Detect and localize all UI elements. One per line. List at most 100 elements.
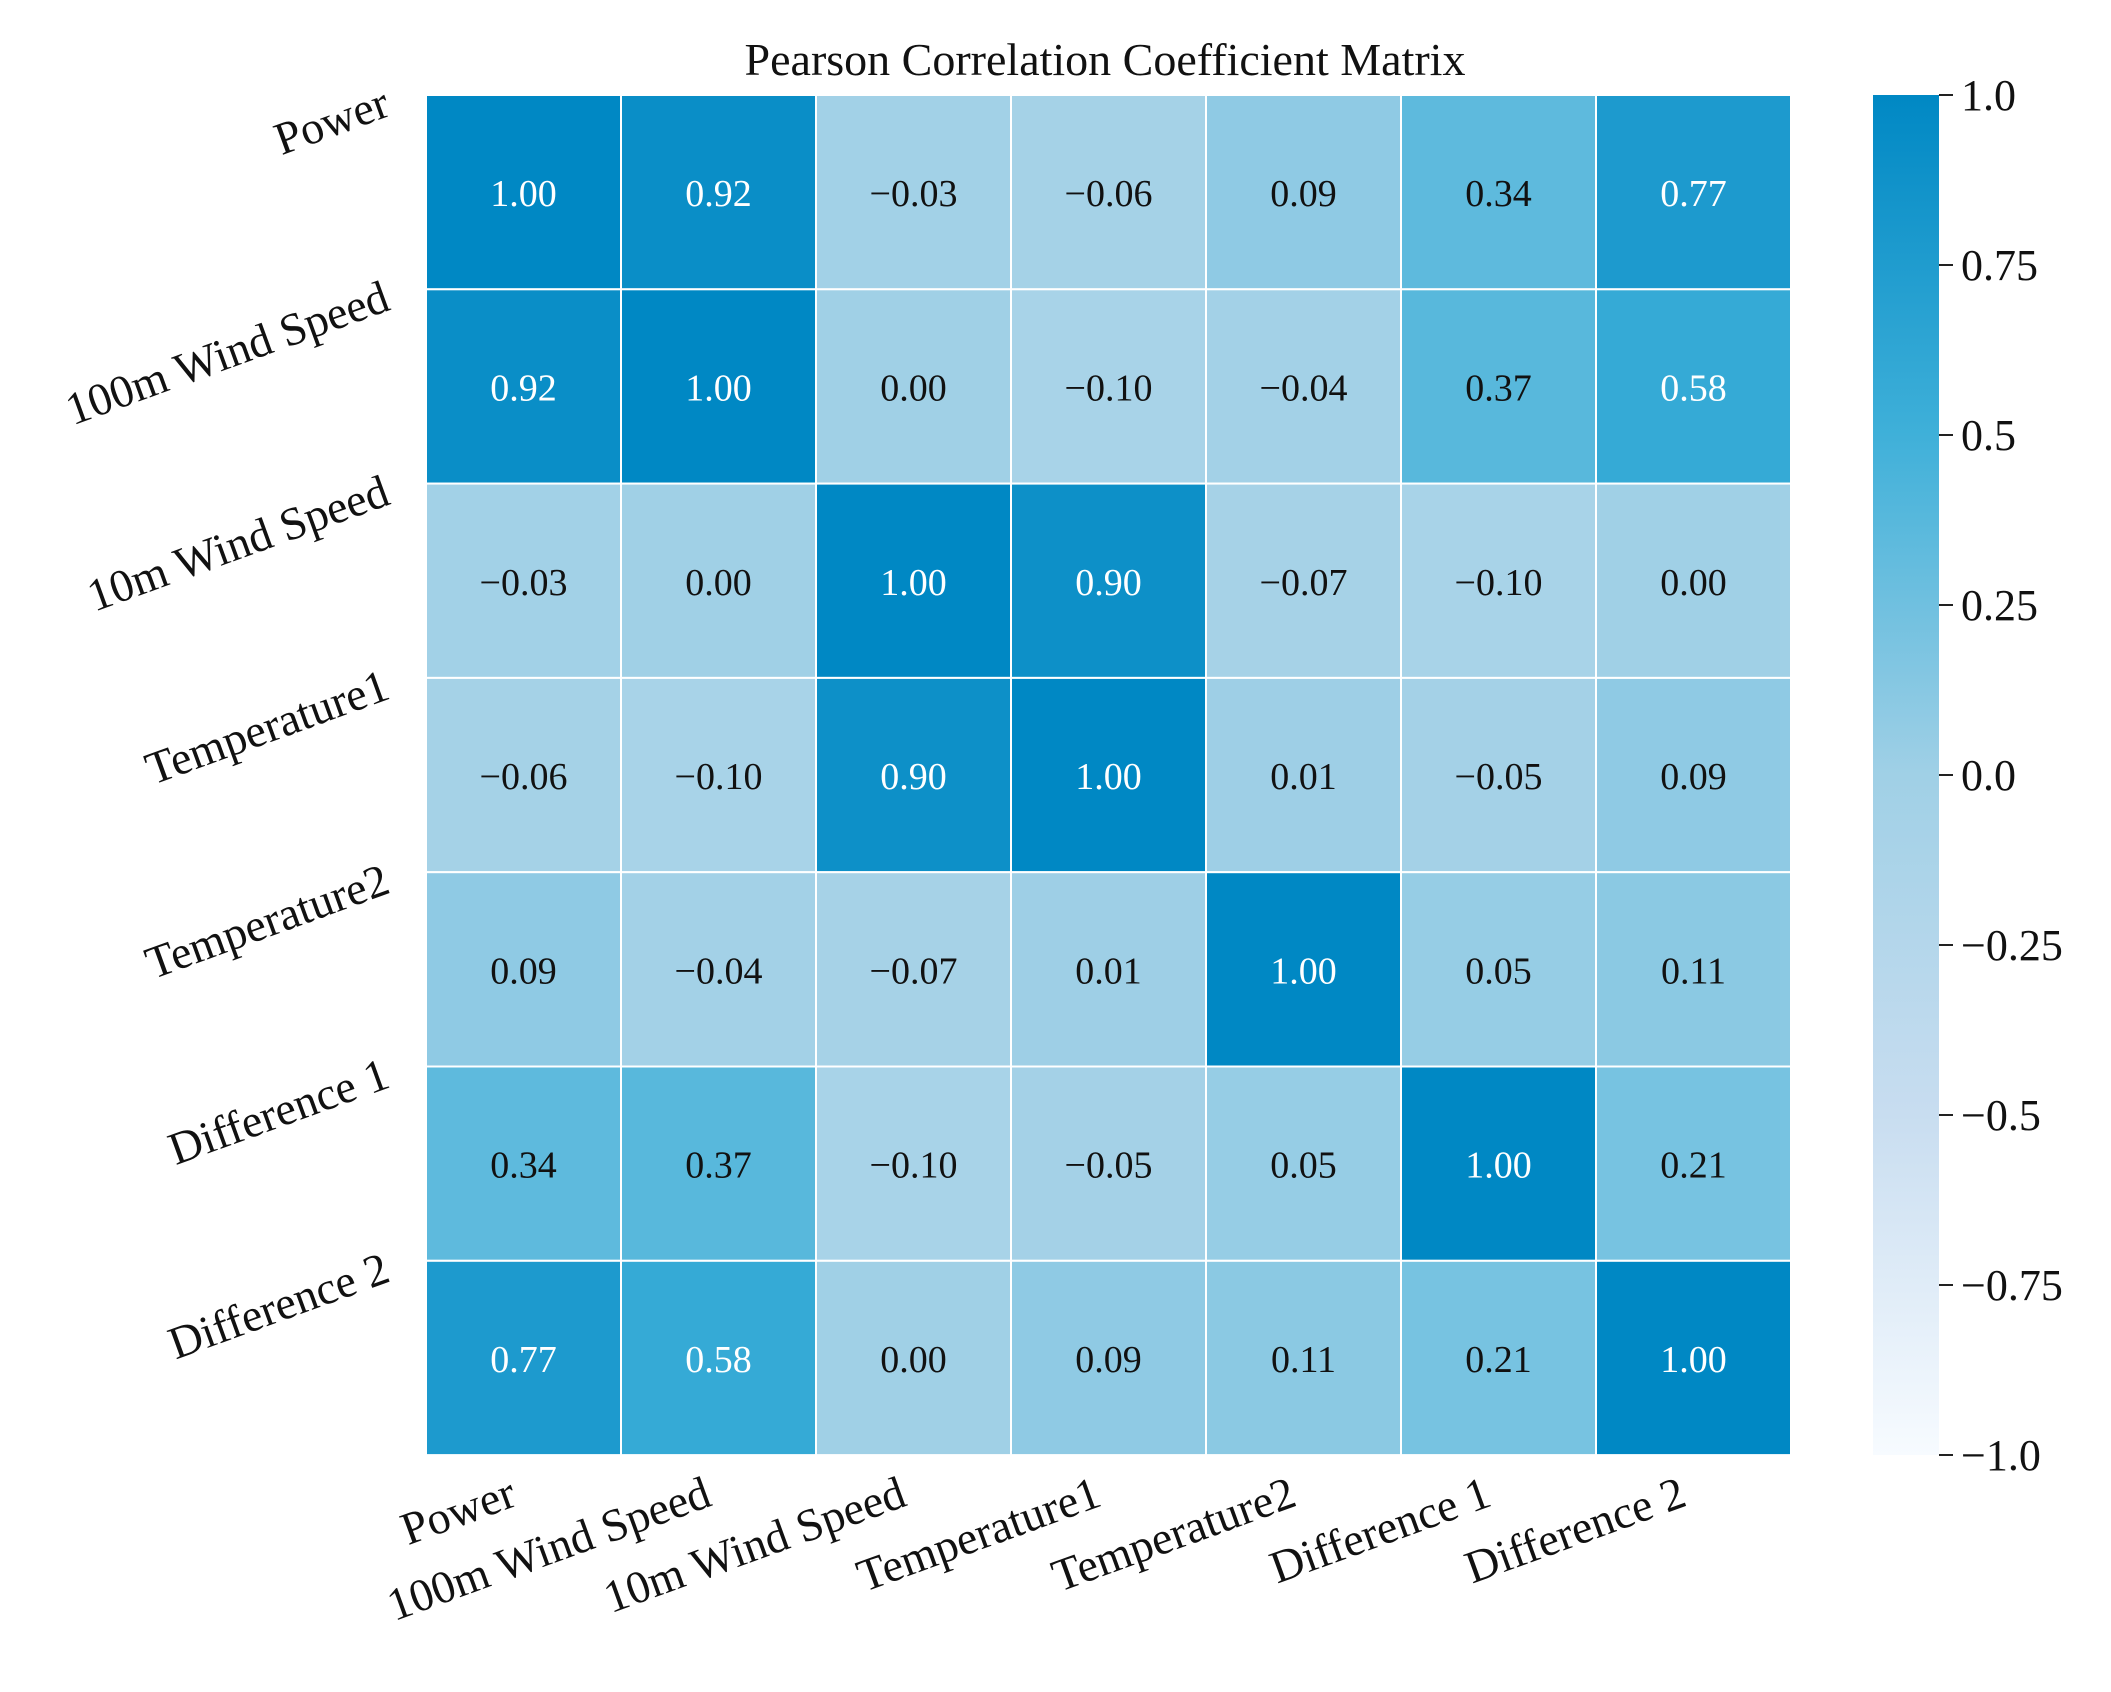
cell-value-label: 0.34 [490,1145,557,1187]
x-tick-label: Difference 2 [1458,1466,1692,1593]
cell-value-label: 0.09 [490,950,557,992]
heatmap-cell [815,94,1012,291]
cell-value-label: −0.10 [870,1145,958,1187]
heatmap-cell [620,676,817,874]
cell-value-label: −0.07 [1260,562,1348,604]
y-tick-label: Temperature1 [139,659,396,794]
y-tick-label: Difference 2 [162,1242,396,1369]
colorbar-ticks: 1.0 0.75 0.5 0.25 0.0 −0.25 −0.5 −0.75 −1.0 [1939,71,2063,1480]
heatmap-cell [815,482,1012,679]
cell-value-label: 0.58 [1660,367,1727,409]
colorbar-tick-label: 0.75 [1961,241,2038,290]
cell-value-label: 0.09 [1075,1339,1142,1381]
cell-value-label: 0.00 [880,1339,947,1381]
cell-value-label: −0.10 [1065,367,1153,409]
cell-value-label: −0.03 [480,562,568,604]
cell-value-label: 0.09 [1270,173,1337,215]
heatmap-cell [1205,1259,1402,1457]
y-tick-label: Difference 1 [162,1048,396,1175]
cell-value-label: 0.09 [1660,756,1727,798]
cell-value-label: 0.77 [1660,173,1727,215]
cell-value-label: −0.05 [1455,756,1543,798]
colorbar-tick-label: −0.25 [1961,921,2063,970]
cell-value-label: 1.00 [880,562,947,604]
heatmap-cell [1595,482,1792,679]
heatmap-cell [1010,94,1207,291]
heatmap-cell [425,1259,622,1457]
heatmap-cells [425,94,1792,1457]
y-axis-labels: Power 100m Wind Speed 10m Wind Speed Temper… [59,76,396,1368]
chart-title: Pearson Correlation Coefficient Matrix [745,34,1466,85]
cell-value-label: 0.37 [685,1145,752,1187]
heatmap-cell [1010,1259,1207,1457]
heatmap-cell [1205,1065,1402,1262]
heatmap-cell [1595,288,1792,485]
cell-value-label: 1.00 [1075,756,1142,798]
cell-value-label: 0.92 [490,367,557,409]
cell-value-label: 1.00 [685,367,752,409]
heatmap-cell [425,871,622,1068]
cell-value-label: −0.10 [675,756,763,798]
heatmap-cell [425,482,622,679]
cell-value-label: 0.90 [880,756,947,798]
heatmap-cell [1595,871,1792,1068]
heatmap-cell [425,1065,622,1262]
heatmap-cell [1400,288,1597,485]
colorbar-tick-label: 1.0 [1961,71,2016,120]
heatmap-cell [1595,676,1792,874]
cell-value-label: 0.01 [1270,756,1337,798]
cell-value-label: 0.11 [1661,950,1726,992]
y-tick-label: 100m Wind Speed [59,271,396,435]
cell-value-label: 0.90 [1075,562,1142,604]
y-tick-label: Power [268,76,396,164]
cell-value-label: 0.00 [1660,562,1727,604]
cell-value-label: 0.05 [1270,1145,1337,1187]
heatmap-cell [425,94,622,291]
cell-value-label: 0.21 [1465,1339,1532,1381]
heatmap-cell [1400,676,1597,874]
heatmap-cell [1595,1065,1792,1262]
heatmap-cell [1010,1065,1207,1262]
heatmap-cell [425,676,622,874]
cell-value-label: 0.11 [1271,1339,1336,1381]
heatmap-cell [1205,482,1402,679]
heatmap-cell [1205,288,1402,485]
cell-value-label: −0.03 [870,173,958,215]
cell-value-label: 1.00 [1270,950,1337,992]
cell-value-label: −0.05 [1065,1145,1153,1187]
cell-value-label: −0.07 [870,950,958,992]
heatmap-cell [425,288,622,485]
heatmap-cell [815,288,1012,485]
cell-value-label: 0.92 [685,173,752,215]
heatmap-cell [815,1065,1012,1262]
heatmap-cell [1400,1259,1597,1457]
cell-value-label: 0.34 [1465,173,1532,215]
heatmap-cell [815,871,1012,1068]
cell-value-label: 0.00 [880,367,947,409]
cell-value-label: −0.06 [1065,173,1153,215]
heatmap-cell [1400,94,1597,291]
colorbar-tick-label: −1.0 [1961,1431,2041,1480]
cell-value-label: −0.06 [480,756,568,798]
colorbar-tick-label: −0.5 [1961,1091,2041,1140]
x-tick-label: Difference 1 [1263,1466,1497,1593]
cell-value-label: 0.05 [1465,950,1532,992]
cell-value-label: 0.01 [1075,950,1142,992]
cell-value-label: 0.21 [1660,1145,1727,1187]
heatmap-cell [1205,94,1402,291]
heatmap-cell [815,1259,1012,1457]
colorbar-tick-label: 0.0 [1961,751,2016,800]
colorbar [1873,95,1939,1455]
heatmap-cell [1400,482,1597,679]
y-tick-label: 10m Wind Speed [80,465,395,621]
heatmap-cell [1010,676,1207,874]
heatmap-cell [620,482,817,679]
heatmap-annotations: 1.00 0.92 −0.03 −0.06 0.09 0.34 0.77 0.92 1.00 0.… [480,173,1727,1381]
cell-value-label: 1.00 [1660,1339,1727,1381]
cell-value-label: −0.04 [1260,367,1348,409]
cell-value-label: 1.00 [1465,1145,1532,1187]
cell-value-label: 1.00 [490,173,557,215]
heatmap-cell [620,94,817,291]
